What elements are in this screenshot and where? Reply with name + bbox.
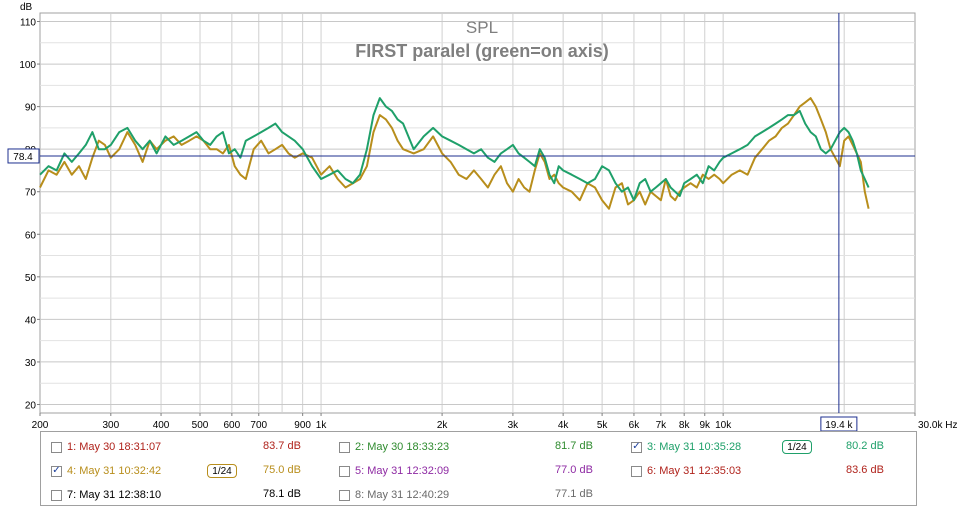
y-tick-label: 40 <box>25 315 37 326</box>
x-tick-label: 10k <box>715 420 732 431</box>
legend-item: 7: May 31 12:38:10 <box>51 486 161 504</box>
y-axis-ticks: 2030405060708090100110 <box>19 18 40 411</box>
y-tick-label: 100 <box>19 60 36 71</box>
legend-value: 81.7 dB <box>555 440 593 452</box>
legend-item: 8: May 31 12:40:29 <box>339 486 449 504</box>
chart-title: SPL <box>466 18 498 37</box>
legend-item: 1: May 30 18:31:07 <box>51 438 161 456</box>
y-tick-label: 70 <box>25 188 37 199</box>
legend-value: 77.0 dB <box>555 464 593 476</box>
x-tick-label: 8k <box>679 420 691 431</box>
x-tick-label: 9k <box>699 420 711 431</box>
x-tick-label: 7k <box>656 420 668 431</box>
legend-value: 83.6 dB <box>846 464 884 476</box>
legend-item: ✓ 3: May 31 10:35:28 <box>631 438 741 456</box>
legend-checkbox[interactable]: ✓ <box>631 441 642 453</box>
y-tick-label: 50 <box>25 273 37 284</box>
cursor-y-readout: 78.4 <box>13 152 33 163</box>
smoothing-badge[interactable]: 1/24 <box>782 440 812 454</box>
x-tick-label: 500 <box>192 420 209 431</box>
legend-checkbox[interactable] <box>631 465 642 477</box>
x-tick-label: 300 <box>102 420 119 431</box>
legend-value: 75.0 dB <box>263 464 301 476</box>
y-tick-label: 20 <box>25 400 37 411</box>
legend-value: 80.2 dB <box>846 440 884 452</box>
series-line <box>39 97 870 210</box>
legend-checkbox[interactable]: ✓ <box>51 465 62 477</box>
legend-checkbox[interactable] <box>51 489 62 501</box>
legend-label: 1: May 30 18:31:07 <box>67 441 162 453</box>
spl-chart[interactable]: 2030405060708090100110 20030040050060070… <box>0 0 963 432</box>
x-tick-label: 400 <box>153 420 170 431</box>
x-axis-ticks: 200 300 400 500 600 700 900 1k 2k 3k 4k 5k 6k 7k 8k 9k 1… <box>32 413 957 431</box>
legend-label: 3: May 31 10:35:28 <box>647 441 742 453</box>
cursor[interactable]: 78.4 19.4 k <box>7 13 915 432</box>
legend-label: 7: May 31 12:38:10 <box>67 489 162 501</box>
grid <box>40 13 915 413</box>
legend-item: 2: May 30 18:33:23 <box>339 438 449 456</box>
legend-checkbox[interactable] <box>339 441 350 453</box>
legend-item: 6: May 31 12:35:03 <box>631 462 741 480</box>
x-tick-label: 200 <box>32 420 49 431</box>
y-tick-label: 30 <box>25 358 37 369</box>
series-line <box>39 97 870 202</box>
x-tick-label: 4k <box>558 420 570 431</box>
chart-subtitle: FIRST paralel (green=on axis) <box>355 41 609 61</box>
x-tick-label: 2k <box>437 420 449 431</box>
legend-value: 78.1 dB <box>263 488 301 500</box>
legend-panel: 1: May 30 18:31:07 83.7 dB 2: May 30 18:33… <box>40 431 917 506</box>
smoothing-badge[interactable]: 1/24 <box>207 464 237 478</box>
x-tick-label: 600 <box>224 420 241 431</box>
x-tick-label: 1k <box>316 420 328 431</box>
legend-label: 5: May 31 12:32:09 <box>355 465 450 477</box>
legend-checkbox[interactable] <box>339 465 350 477</box>
legend-label: 2: May 30 18:33:23 <box>355 441 450 453</box>
series-lines <box>39 97 870 210</box>
x-tick-label: 6k <box>629 420 641 431</box>
y-axis-label: dB <box>20 2 33 13</box>
legend-label: 8: May 31 12:40:29 <box>355 489 450 501</box>
legend-checkbox[interactable] <box>51 441 62 453</box>
x-tick-label: 700 <box>250 420 267 431</box>
cursor-y-readout-box <box>7 148 40 164</box>
cursor-x-readout: 19.4 k <box>825 420 853 431</box>
legend-value: 83.7 dB <box>263 440 301 452</box>
y-tick-label: 90 <box>25 103 37 114</box>
legend-checkbox[interactable] <box>339 489 350 501</box>
x-tick-label: 30.0k Hz <box>918 420 957 431</box>
x-tick-label: 5k <box>597 420 609 431</box>
y-tick-label: 110 <box>20 18 36 29</box>
legend-label: 4: May 31 10:32:42 <box>67 465 162 477</box>
y-tick-label: 60 <box>25 230 37 241</box>
legend-label: 6: May 31 12:35:03 <box>647 465 742 477</box>
legend-value: 77.1 dB <box>555 488 593 500</box>
x-tick-label: 900 <box>294 420 311 431</box>
legend-item: 5: May 31 12:32:09 <box>339 462 449 480</box>
x-tick-label: 3k <box>508 420 520 431</box>
legend-item: ✓ 4: May 31 10:32:42 <box>51 462 161 480</box>
